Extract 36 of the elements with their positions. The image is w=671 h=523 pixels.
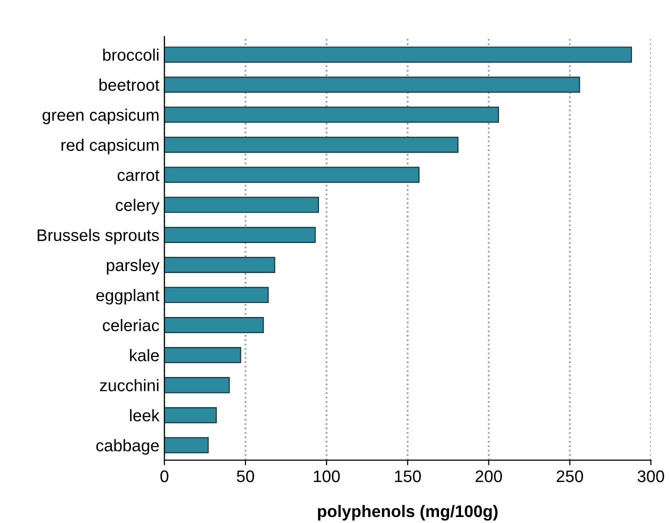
y-tick-label: red capsicum	[62, 138, 158, 154]
x-tick-label: 300	[638, 470, 664, 482]
x-tick-label: 0	[160, 470, 168, 482]
y-tick-label: eggplant	[96, 288, 160, 304]
bar	[164, 76, 580, 93]
y-tick-label: leek	[130, 409, 160, 422]
bar	[164, 407, 217, 424]
y-tick-label: zucchini	[100, 379, 158, 392]
y-tick-label: green capsicum	[42, 108, 158, 124]
bar	[164, 226, 316, 243]
bar	[164, 136, 458, 153]
bar	[164, 347, 242, 364]
bar	[164, 166, 420, 183]
x-tick-label: 50	[236, 470, 254, 482]
y-tick-label: parsley	[106, 258, 160, 274]
bar	[164, 256, 276, 274]
bar	[164, 377, 230, 394]
y-tick-label: beetroot	[99, 78, 160, 91]
x-tick-label: 100	[314, 470, 340, 482]
bar	[164, 196, 319, 213]
y-tick-label: kale	[130, 349, 159, 362]
bar	[164, 437, 209, 454]
x-tick-label: 150	[395, 470, 421, 482]
y-tick-label: Brussels sprouts	[38, 228, 159, 244]
x-axis-title: polyphenols (mg/100g)	[318, 504, 498, 521]
y-tick-label: celeriac	[102, 319, 160, 332]
x-tick-label: 250	[556, 470, 584, 482]
y-tick-label: carrot	[118, 170, 160, 182]
bar	[164, 106, 499, 123]
bar	[164, 46, 632, 63]
y-tick-label: broccoli	[103, 48, 158, 61]
bar	[164, 286, 269, 304]
bar	[164, 316, 264, 334]
y-tick-label: celery	[116, 198, 160, 214]
x-tick-label: 200	[476, 470, 502, 482]
y-tick-label: cabbage	[96, 439, 159, 455]
